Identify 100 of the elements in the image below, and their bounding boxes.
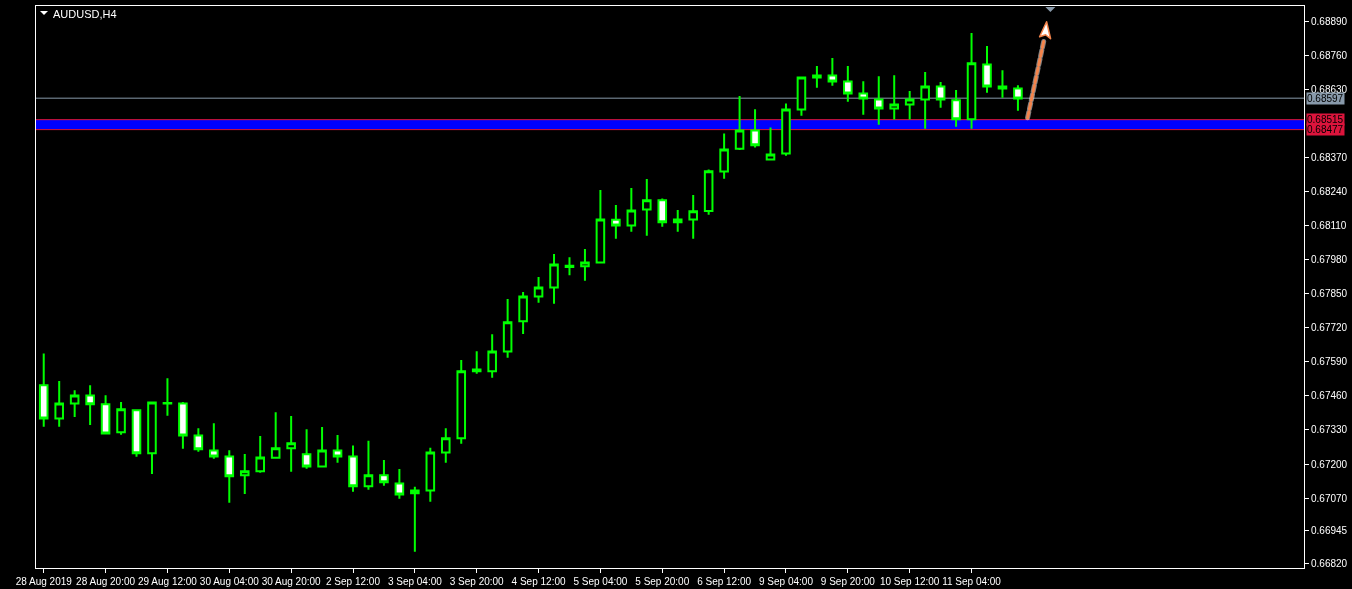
candlestick bbox=[116, 400, 126, 436]
candlestick bbox=[410, 485, 420, 553]
y-tick-label: 0.67200 bbox=[1311, 458, 1348, 470]
candlestick bbox=[487, 333, 497, 379]
candlestick bbox=[997, 69, 1008, 99]
candlestick bbox=[904, 90, 915, 121]
x-tick-label: 3 Sep 20:00 bbox=[449, 576, 505, 587]
candlestick bbox=[456, 359, 467, 445]
candlestick bbox=[734, 95, 745, 152]
candlestick bbox=[750, 108, 760, 149]
y-tick-label: 0.67070 bbox=[1311, 492, 1348, 504]
x-tick-label: 9 Sep 20:00 bbox=[820, 576, 876, 587]
candlestick bbox=[224, 449, 235, 504]
x-tick-label: 2 Sep 12:00 bbox=[326, 576, 381, 587]
ref-line-label: 0.68597 bbox=[1307, 93, 1344, 104]
y-tick-label: 0.66820 bbox=[1311, 558, 1348, 570]
candlestick bbox=[131, 409, 142, 458]
candlestick bbox=[843, 64, 853, 103]
candlestick bbox=[425, 446, 436, 503]
y-tick-label: 0.67980 bbox=[1311, 254, 1348, 266]
y-tick-label: 0.68370 bbox=[1311, 152, 1348, 164]
candlestick bbox=[69, 389, 80, 418]
x-tick-label: 30 Aug 04:00 bbox=[199, 576, 260, 587]
candlestick bbox=[38, 352, 49, 428]
candlestick bbox=[209, 422, 219, 460]
candlestick bbox=[471, 350, 482, 375]
candlestick bbox=[239, 453, 250, 495]
candlestick bbox=[626, 187, 637, 233]
candlestick bbox=[672, 209, 683, 233]
x-tick-label: 29 Aug 12:00 bbox=[137, 576, 198, 587]
candlestick bbox=[270, 411, 281, 460]
chart-title: AUDUSD,H4 bbox=[53, 7, 117, 20]
candlestick bbox=[920, 70, 930, 130]
x-tick-label: 4 Sep 12:00 bbox=[511, 576, 566, 587]
candlestick bbox=[781, 102, 791, 157]
y-tick-label: 0.67590 bbox=[1311, 356, 1348, 368]
candlestick bbox=[595, 189, 606, 264]
candlestick bbox=[193, 427, 204, 453]
candlestick bbox=[394, 468, 405, 500]
candlestick bbox=[332, 433, 343, 464]
candlestick bbox=[873, 75, 884, 126]
candlestick bbox=[147, 400, 157, 475]
candlestick bbox=[301, 428, 312, 470]
candlestick bbox=[1013, 84, 1023, 112]
y-tick-label: 0.68890 bbox=[1311, 15, 1348, 27]
x-tick-label: 3 Sep 04:00 bbox=[387, 576, 443, 587]
candlestick bbox=[533, 276, 544, 304]
x-tick-label: 28 Aug 2019 bbox=[15, 576, 73, 587]
candlestick bbox=[54, 380, 64, 428]
x-tick-label: 10 Sep 12:00 bbox=[879, 576, 940, 587]
x-tick-label: 5 Sep 04:00 bbox=[573, 576, 628, 587]
candlestick bbox=[348, 444, 358, 493]
ref-line-label: 0.68515 bbox=[1307, 114, 1344, 125]
candlestick bbox=[178, 400, 188, 450]
candlestick bbox=[502, 298, 513, 359]
candlestick bbox=[611, 204, 621, 240]
candlestick bbox=[951, 89, 961, 128]
x-tick-label: 6 Sep 12:00 bbox=[697, 576, 752, 587]
candlestick bbox=[286, 415, 296, 473]
candlestick bbox=[796, 75, 807, 117]
candlestick bbox=[363, 439, 374, 491]
candlestick bbox=[518, 290, 528, 335]
candlestick bbox=[858, 80, 869, 116]
candlestick bbox=[935, 80, 946, 109]
y-tick-label: 0.67330 bbox=[1311, 424, 1348, 436]
candlestick bbox=[255, 435, 266, 474]
candlestick bbox=[719, 132, 729, 180]
candlestick bbox=[642, 178, 652, 237]
candlestick bbox=[549, 253, 559, 305]
y-tick-label: 0.67720 bbox=[1311, 322, 1348, 334]
candlestick bbox=[580, 248, 590, 282]
candlestick bbox=[827, 57, 838, 87]
candlestick bbox=[812, 64, 822, 89]
x-tick-label: 28 Aug 20:00 bbox=[76, 576, 136, 587]
candlestick bbox=[982, 45, 992, 94]
candlestick bbox=[162, 377, 173, 417]
y-tick-label: 0.68630 bbox=[1311, 84, 1348, 96]
candlestick bbox=[440, 427, 451, 464]
candlestick bbox=[317, 426, 327, 468]
y-tick-label: 0.68110 bbox=[1311, 220, 1347, 232]
y-tick-label: 0.67850 bbox=[1311, 288, 1348, 300]
y-tick-label: 0.66945 bbox=[1311, 525, 1348, 537]
candlestick bbox=[765, 126, 776, 161]
y-tick-label: 0.68240 bbox=[1311, 186, 1348, 198]
y-tick-label: 0.68760 bbox=[1311, 50, 1348, 61]
candlestick bbox=[85, 384, 95, 427]
y-tick-label: 0.67460 bbox=[1311, 390, 1348, 402]
candlestick bbox=[379, 459, 389, 487]
candlestick bbox=[703, 168, 714, 216]
x-tick-label: 11 Sep 04:00 bbox=[942, 576, 1002, 587]
x-tick-label: 9 Sep 04:00 bbox=[759, 576, 814, 587]
candlestick bbox=[657, 197, 668, 228]
candlestick bbox=[100, 394, 111, 435]
ref-line-label: 0.68477 bbox=[1307, 124, 1344, 135]
x-tick-label: 30 Aug 20:00 bbox=[261, 576, 322, 587]
candlestick bbox=[889, 74, 900, 121]
candlestick bbox=[564, 256, 575, 277]
candlestick bbox=[966, 31, 977, 130]
x-tick-label: 5 Sep 20:00 bbox=[635, 576, 690, 587]
candlestick bbox=[688, 194, 698, 240]
